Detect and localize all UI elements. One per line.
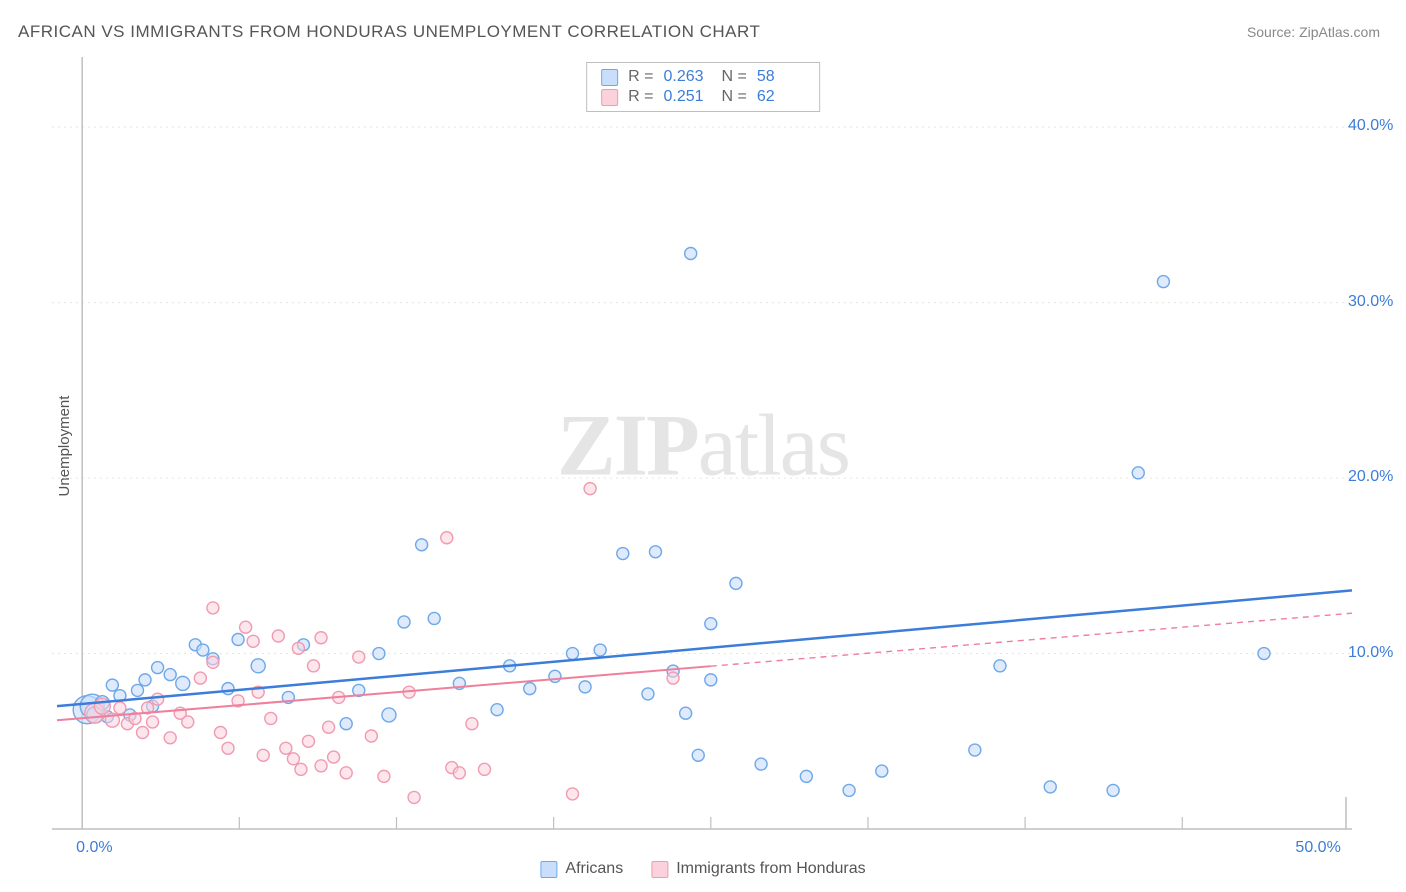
swatch-honduras: [601, 89, 618, 106]
source-link[interactable]: ZipAtlas.com: [1299, 24, 1380, 40]
legend-item-africans[interactable]: Africans: [540, 860, 623, 878]
stats-r-label: R =: [628, 88, 653, 106]
stats-r-value-africans: 0.263: [664, 68, 712, 86]
swatch-africans: [601, 69, 618, 86]
y-tick-label: 30.0%: [1348, 293, 1393, 311]
x-tick-label: 50.0%: [1295, 839, 1340, 857]
stats-r-label: R =: [628, 68, 653, 86]
y-tick-label: 40.0%: [1348, 117, 1393, 135]
swatch-africans: [540, 861, 557, 878]
source-attribution: Source: ZipAtlas.com: [1247, 24, 1380, 40]
legend-bottom: Africans Immigrants from Honduras: [540, 860, 865, 878]
legend-label-honduras: Immigrants from Honduras: [676, 860, 865, 878]
legend-item-honduras[interactable]: Immigrants from Honduras: [651, 860, 865, 878]
stats-legend-box: R = 0.263 N = 58 R = 0.251 N = 62: [586, 62, 820, 112]
y-tick-label: 10.0%: [1348, 644, 1393, 662]
stats-row-africans: R = 0.263 N = 58: [601, 67, 805, 87]
stats-n-value-honduras: 62: [757, 88, 805, 106]
x-tick-label: 0.0%: [76, 839, 112, 857]
swatch-honduras: [651, 861, 668, 878]
chart-title: AFRICAN VS IMMIGRANTS FROM HONDURAS UNEM…: [18, 22, 760, 42]
stats-n-value-africans: 58: [757, 68, 805, 86]
y-tick-label: 20.0%: [1348, 468, 1393, 486]
stats-row-honduras: R = 0.251 N = 62: [601, 87, 805, 107]
stats-n-label: N =: [722, 88, 747, 106]
legend-label-africans: Africans: [565, 860, 623, 878]
stats-r-value-honduras: 0.251: [664, 88, 712, 106]
chart-plot-area: 0.0%50.0%10.0%20.0%30.0%40.0%: [52, 57, 1352, 829]
source-prefix: Source:: [1247, 24, 1299, 40]
scatter-chart: [52, 57, 1352, 829]
stats-n-label: N =: [722, 68, 747, 86]
